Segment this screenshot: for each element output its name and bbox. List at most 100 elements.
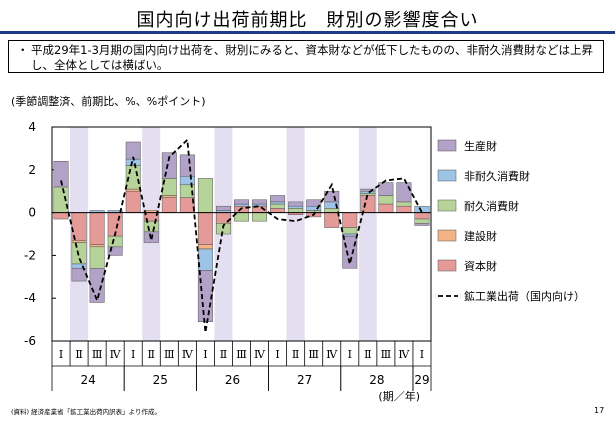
- stacked-bar-chart: 420-2-4-6Ⅰ Ⅱ Ⅲ Ⅳ Ⅰ Ⅱ Ⅲ Ⅳ Ⅰ Ⅱ Ⅲ Ⅳ Ⅰ Ⅱ Ⅲ Ⅳ Ⅰ Ⅱ Ⅲ Ⅳ Ⅰ24 25 26 27 28…: [24, 120, 585, 403]
- legend-label: 建設財: [464, 229, 497, 243]
- bar-segment: [234, 199, 249, 205]
- bar-segment: [378, 182, 394, 196]
- year-label: 25: [153, 373, 168, 387]
- legend-label: 非耐久消費財: [464, 169, 530, 183]
- x-tick-label: Ⅲ: [236, 348, 247, 361]
- bar-segment: [215, 223, 231, 235]
- bar-segment: [360, 190, 376, 194]
- x-tick-label: Ⅱ: [364, 348, 371, 361]
- year-label: 24: [80, 373, 95, 387]
- y-tick-label: -2: [24, 248, 36, 262]
- x-tick-label: Ⅱ: [148, 348, 155, 361]
- page-number: 17: [594, 406, 605, 415]
- legend-swatch: [437, 229, 457, 242]
- chart-unit-label: (季節調整済、前期比、%、%ポイント): [11, 95, 206, 108]
- bar-segment: [53, 160, 69, 188]
- bar-segment: [360, 188, 376, 192]
- bar-segment: [197, 248, 213, 271]
- bar-segment: [288, 208, 304, 213]
- summary-text: 平成29年1-3月期の国内向け出荷を、財別にみると、資本財などが低下したものの、…: [31, 43, 593, 72]
- x-tick-label: Ⅰ: [59, 348, 63, 361]
- y-tick-label: 4: [28, 120, 36, 134]
- bar-segment: [234, 203, 249, 207]
- x-tick-label: Ⅲ: [381, 348, 392, 361]
- bar-segment: [107, 235, 123, 248]
- bar-segment: [89, 212, 105, 245]
- bar-segment: [53, 212, 69, 220]
- bar-segment: [378, 195, 394, 205]
- bar-segment: [71, 240, 87, 243]
- x-tick-label: Ⅳ: [326, 348, 338, 361]
- plot-frame: [51, 126, 432, 342]
- legend-label: 資本財: [464, 259, 497, 273]
- bar-segment: [324, 190, 340, 203]
- source-note: (資料) 経済産業省「鉱工業出荷内訳表」より作成。: [11, 408, 162, 416]
- bar-segment: [143, 220, 159, 233]
- x-tick-label: Ⅰ: [131, 348, 135, 361]
- legend-swatch: [437, 199, 457, 212]
- bar-segment: [125, 188, 141, 192]
- bar-segment: [342, 227, 358, 235]
- bar-segment: [107, 246, 123, 256]
- legend-swatch: [437, 259, 457, 272]
- total-line: [60, 137, 423, 333]
- bar-segment: [270, 208, 286, 213]
- bar-segment: [125, 190, 141, 213]
- legend-swatch: [437, 169, 457, 182]
- bar-segment: [414, 212, 430, 220]
- page-title: 国内向け出荷前期比 財別の影響度合い: [136, 10, 479, 31]
- bar-segment: [252, 212, 268, 222]
- bar-segment: [342, 212, 358, 228]
- bullet-mark: ・: [17, 43, 29, 57]
- bar-segment: [396, 205, 412, 213]
- y-tick-label: 2: [28, 163, 36, 177]
- bar-segment: [197, 178, 213, 213]
- bar-segment: [414, 218, 430, 224]
- bar-segment: [89, 244, 105, 248]
- legend-label: 鉱工業出荷（国内向け）: [464, 289, 585, 303]
- bar-segment: [270, 201, 286, 205]
- year-label: 26: [225, 373, 240, 387]
- title-divider: [0, 31, 615, 34]
- x-tick-label: Ⅱ: [292, 348, 299, 361]
- y-tick-label: 0: [28, 206, 36, 220]
- bar-segment: [342, 233, 358, 237]
- x-tick-label: Ⅳ: [110, 348, 122, 361]
- bar-segment: [89, 246, 105, 269]
- x-tick-label: Ⅳ: [182, 348, 194, 361]
- bar-segment: [197, 244, 213, 250]
- x-tick-label: Ⅲ: [164, 348, 175, 361]
- bar-segment: [288, 201, 304, 207]
- bar-segment: [197, 212, 213, 245]
- legend-label: 耐久消費財: [464, 199, 519, 213]
- x-tick-label: Ⅳ: [398, 348, 410, 361]
- shaded-quarter-band: [358, 127, 377, 341]
- bar-segment: [215, 205, 231, 211]
- x-tick-label: Ⅲ: [92, 348, 103, 361]
- legend-swatch: [437, 139, 457, 152]
- x-tick-label: Ⅰ: [203, 348, 207, 361]
- y-tick-label: -4: [24, 291, 36, 305]
- bar-segment: [288, 205, 304, 209]
- bar-segment: [197, 270, 213, 322]
- year-label: 27: [297, 373, 312, 387]
- bar-segment: [161, 197, 177, 213]
- bar-segment: [270, 195, 286, 203]
- bar-segment: [324, 208, 340, 213]
- bar-segment: [324, 212, 340, 228]
- x-tick-label: Ⅱ: [220, 348, 227, 361]
- bar-segment: [360, 195, 376, 213]
- year-label: 28: [369, 373, 384, 387]
- legend-label: 生産財: [464, 139, 497, 153]
- y-tick-label: -6: [24, 334, 36, 348]
- x-tick-label: Ⅱ: [75, 348, 82, 361]
- bar-segment: [396, 201, 412, 207]
- x-tick-label: Ⅲ: [308, 348, 319, 361]
- bar-segment: [179, 154, 195, 177]
- bar-segment: [342, 235, 358, 269]
- bar-segment: [71, 242, 87, 265]
- bar-segment: [306, 199, 322, 207]
- bar-segment: [252, 203, 268, 207]
- bar-segment: [270, 203, 286, 209]
- year-label: 29: [414, 373, 429, 387]
